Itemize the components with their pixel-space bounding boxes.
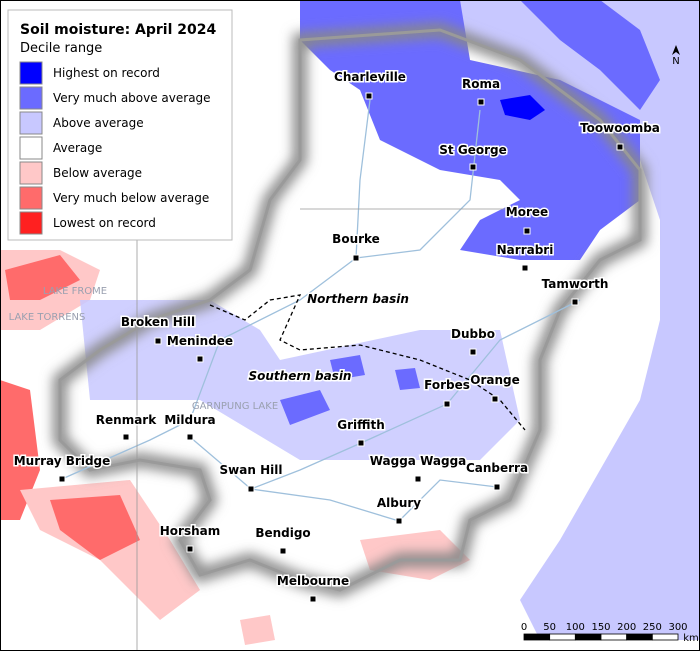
scale-tick-label: 250 [643,622,662,633]
basin-label: Northern basin [307,292,409,306]
city-marker [571,298,579,306]
city-label: St George [439,143,506,157]
city-label: Mildura [164,413,215,427]
scale-tick-label: 0 [521,622,527,633]
city-label: Horsham [160,524,221,538]
city-marker [414,475,422,483]
city-label: Menindee [167,334,233,348]
legend-swatch [19,61,43,85]
scale-tick-label: 100 [566,622,585,633]
legend-subtitle: Decile range [20,41,102,56]
north-label: N [672,56,679,67]
legend-label: Highest on record [53,66,160,80]
legend-label: Very much below average [53,191,209,205]
city-marker [493,483,501,491]
labels: Charleville Roma Toowoomba St George Moree Bo… [9,69,661,603]
city-label: Moree [506,205,548,219]
city-label: Griffith [337,418,385,432]
scale-tick-label: 300 [668,622,687,633]
basin-boundary [58,28,642,592]
city-marker [196,355,204,363]
legend-box [7,9,233,241]
city-label: Roma [462,77,500,91]
legend-swatch [19,111,43,135]
legend-label: Below average [53,166,142,180]
scale-segment [626,633,653,641]
scale-tick-label: 150 [591,622,610,633]
city-marker [616,143,624,151]
city-marker [154,337,162,345]
city-marker [58,475,66,483]
basin-label: Southern basin [249,369,352,383]
legend-swatch [19,136,43,160]
city-label: Swan Hill [220,463,283,477]
scale-unit: km [683,633,699,644]
city-marker [357,439,365,447]
legend: Soil moisture: April 2024 Decile range H… [7,9,233,241]
legend-label: Average [53,141,102,155]
city-label: Bourke [332,232,380,246]
city-label: Murray Bridge [14,454,111,468]
city-label: Wagga Wagga [370,454,467,468]
city-marker [443,400,451,408]
city-marker [247,485,255,493]
basin-divide [209,294,526,431]
city-label: Toowoomba [580,121,660,135]
city-marker [365,92,373,100]
city-label: Broken Hill [121,315,195,329]
legend-swatch [19,186,43,210]
city-label: Orange [470,373,520,387]
city-label: Tamworth [542,277,609,291]
legend-title: Soil moisture: April 2024 [20,22,216,38]
scale-segment [523,633,551,641]
scale-tick-label: 50 [543,622,556,633]
feature-label: LAKE TORRENS [9,312,86,323]
city-label: Dubbo [451,327,495,341]
scale-segment [549,633,576,641]
city-marker [523,227,531,235]
city-marker [186,433,194,441]
legend-swatch [19,211,43,235]
scale-segment [651,633,679,641]
legend-label: Lowest on record [53,216,156,230]
city-label: Renmark [96,413,157,427]
city-marker [395,517,403,525]
city-label: Narrabri [497,243,554,257]
city-marker [279,547,287,555]
legend-label: Very much above average [53,91,211,105]
scale-tick-label: 200 [617,622,636,633]
city-label: Albury [377,496,421,510]
city-label: Charleville [334,70,406,84]
city-marker [491,395,499,403]
legend-swatch [19,86,43,110]
city-label: Bendigo [255,526,310,540]
north-arrow: N [672,45,680,67]
feature-label: LAKE FROME [43,286,107,297]
city-marker [309,595,317,603]
scale-segment [574,633,602,641]
feature-label: GARNPUNG LAKE [192,401,278,412]
city-label: Forbes [424,378,470,392]
city-label: Melbourne [277,574,349,588]
city-marker [521,264,529,272]
legend-swatch [19,161,43,185]
city-marker [122,433,130,441]
city-label: Canberra [466,461,528,475]
city-marker [469,163,477,171]
city-marker [469,348,477,356]
scale-segment [600,633,628,641]
city-marker [186,545,194,553]
legend-label: Above average [53,116,144,130]
city-marker [477,98,485,106]
city-marker [352,254,360,262]
